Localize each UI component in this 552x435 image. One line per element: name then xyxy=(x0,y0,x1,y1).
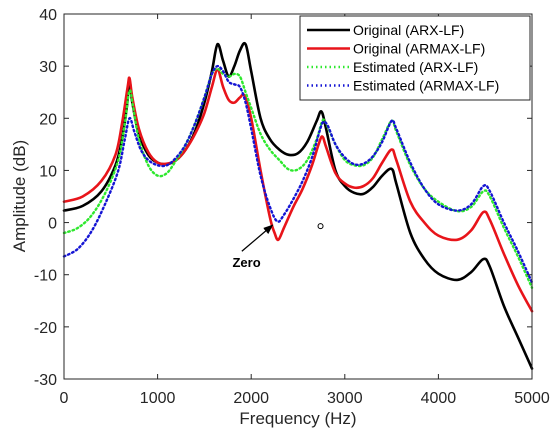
y-tick-label: 0 xyxy=(48,216,57,233)
series-line-original-armax-lf xyxy=(62,68,534,313)
series-line-estimated-arx-lf xyxy=(62,67,534,289)
legend-entry-original-arx-lf: Original (ARX-LF) xyxy=(353,22,464,38)
series-line-estimated-armax-lf xyxy=(62,64,534,284)
annotation-layer: Zero xyxy=(232,223,324,270)
axes-box xyxy=(63,13,533,380)
annotation-arrow xyxy=(241,224,274,252)
y-tick-label: 10 xyxy=(39,163,57,180)
x-axis-label: Frequency (Hz) xyxy=(239,409,356,428)
y-tick-label: 20 xyxy=(39,111,57,128)
x-tick-label: 3000 xyxy=(327,390,363,407)
legend: Original (ARX-LF) Original (ARMAX-LF) Esti… xyxy=(299,15,531,101)
y-axis-label: Amplitude (dB) xyxy=(10,140,29,252)
x-tick-label: 0 xyxy=(60,390,69,407)
axes-layer: 0 1000 2000 3000 4000 5000 -30 -20 -10 0 10 20 30 40 xyxy=(34,7,550,407)
y-tick-label: -30 xyxy=(34,372,57,389)
legend-entry-estimated-arx-lf: Estimated (ARX-LF) xyxy=(353,59,478,75)
legend-entry-original-armax-lf: Original (ARMAX-LF) xyxy=(353,41,485,57)
y-tick-label: -10 xyxy=(34,268,57,285)
zero-marker xyxy=(317,223,324,230)
x-tick-label: 1000 xyxy=(140,390,176,407)
x-tick-label: 2000 xyxy=(233,390,269,407)
annotation-label: Zero xyxy=(232,255,260,270)
y-tick-label: 30 xyxy=(39,59,57,76)
x-tick-label: 4000 xyxy=(421,390,457,407)
legend-entry-estimated-armax-lf: Estimated (ARMAX-LF) xyxy=(353,78,499,94)
series-layer xyxy=(62,41,534,370)
x-tick-label: 5000 xyxy=(514,390,550,407)
series-line-original-arx-lf xyxy=(62,41,534,370)
y-tick-label: 40 xyxy=(39,7,57,24)
y-tick-label: -20 xyxy=(34,320,57,337)
